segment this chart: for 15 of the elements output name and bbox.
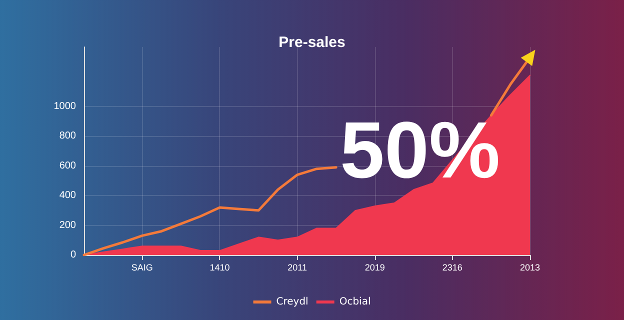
- x-tick-label: 2019: [364, 262, 385, 272]
- y-tick-label: 1000: [54, 100, 76, 112]
- x-tick-label: SAIG: [131, 262, 153, 272]
- y-tick-label: 800: [59, 130, 76, 142]
- y-tick-label: 200: [59, 220, 76, 231]
- x-tick-label: 2316: [442, 262, 462, 272]
- y-tick-label: 0: [70, 250, 76, 260]
- y-tick-label: 600: [59, 160, 76, 172]
- x-tick-label: 2013: [520, 262, 540, 272]
- y-tick-label: 400: [59, 190, 76, 202]
- x-tick-label: 2011: [288, 262, 307, 272]
- legend-label: Ocbial: [339, 296, 371, 308]
- x-tick-label: 1410: [210, 262, 230, 272]
- legend-label: Creydl: [276, 296, 308, 308]
- chart-title: Pre-sales: [278, 34, 346, 51]
